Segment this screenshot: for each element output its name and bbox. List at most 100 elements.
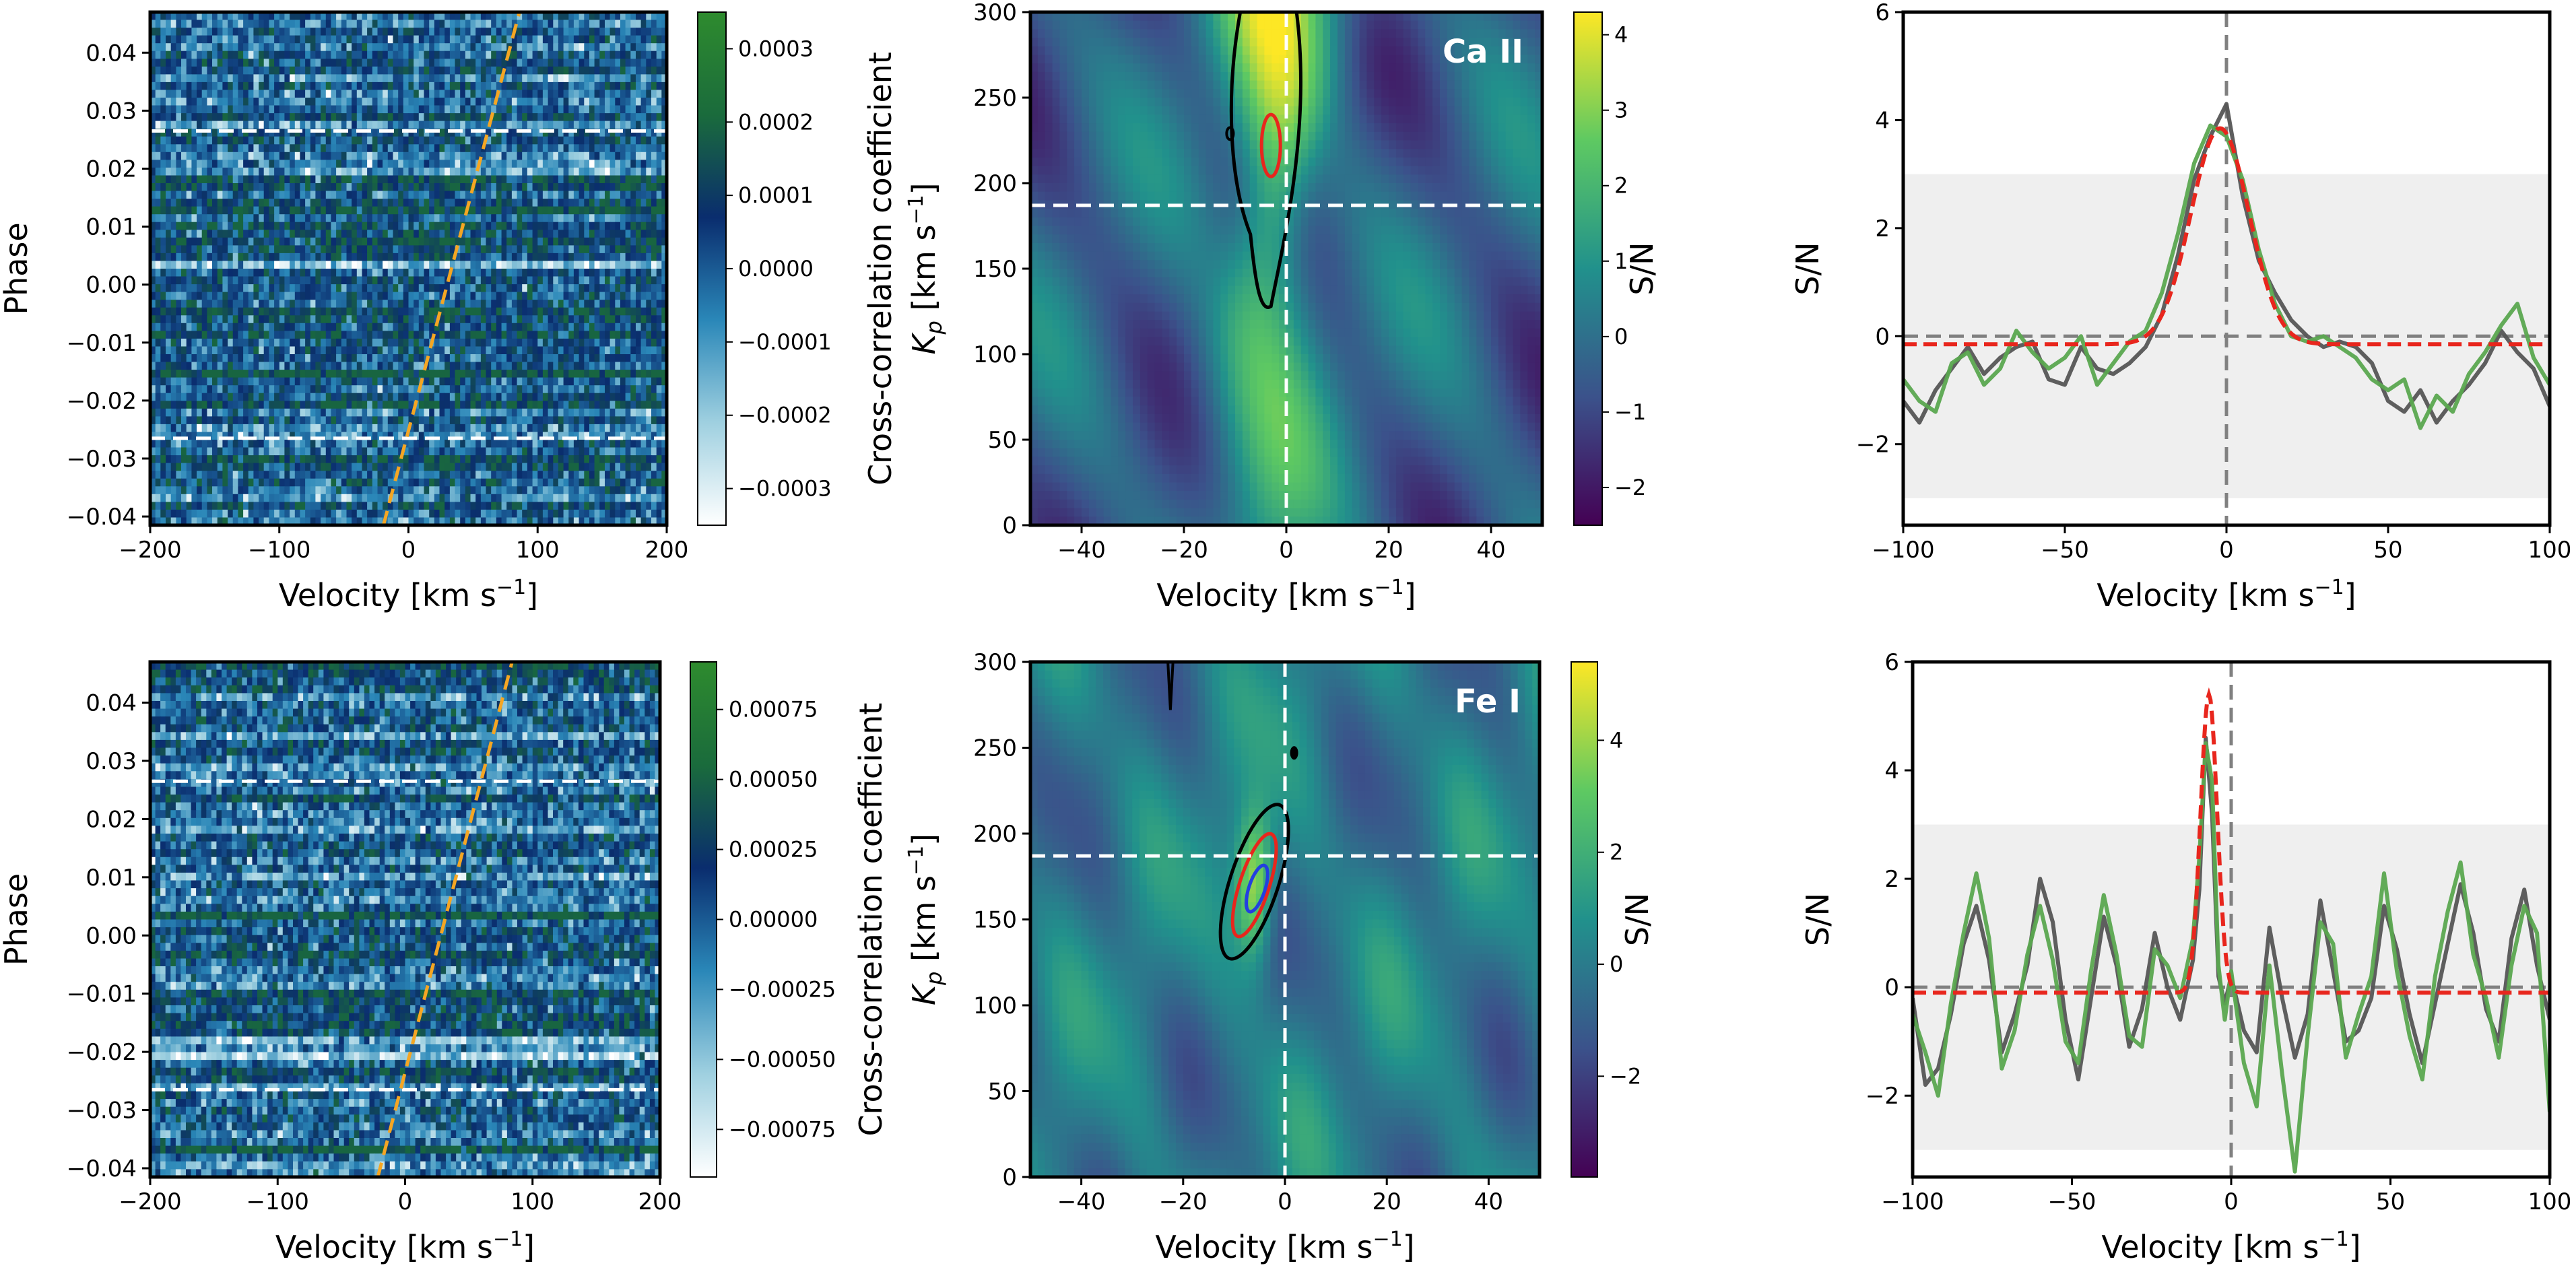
- ccf-cell: [594, 113, 600, 122]
- ccf-cell: [166, 261, 172, 269]
- ccf-cell: [284, 323, 290, 331]
- ccf-cell: [542, 20, 549, 28]
- ccf-cell: [274, 160, 280, 168]
- ccf-cell: [222, 105, 228, 114]
- ccf-cell: [201, 152, 207, 160]
- ccf-cell: [646, 152, 652, 160]
- ccf-cell: [532, 284, 538, 293]
- ccf-cell: [506, 338, 513, 347]
- ccf-cell: [232, 167, 238, 176]
- ccf-cell: [439, 121, 445, 129]
- ccf-cell: [408, 12, 414, 21]
- ccf-cell: [253, 269, 259, 277]
- ccf-cell: [387, 307, 394, 316]
- ccf-cell: [599, 113, 605, 122]
- ccf-cell: [356, 175, 363, 184]
- ccf-cell: [259, 43, 265, 52]
- ccf-cell: [243, 253, 249, 261]
- ccf-cell: [341, 237, 348, 246]
- ccf-cell: [568, 105, 574, 114]
- ccf-cell: [356, 144, 363, 153]
- ccf-cell: [424, 385, 430, 394]
- ccf-cell: [232, 90, 238, 98]
- ccf-cell: [238, 323, 244, 331]
- ccf-cell: [387, 269, 394, 277]
- ccf-cell: [661, 338, 667, 347]
- ccf-cell: [341, 59, 348, 67]
- ccf-cell: [372, 269, 378, 277]
- ccf-cell: [336, 276, 342, 285]
- ccf-cell: [568, 167, 574, 176]
- ccf-cell: [170, 214, 176, 223]
- ccf-cell: [434, 191, 440, 199]
- ccf-cell: [506, 331, 513, 339]
- ccf-cell: [166, 300, 172, 308]
- ccf-cell: [609, 175, 616, 184]
- ccf-cell: [279, 12, 286, 21]
- ccf-cell: [460, 315, 466, 324]
- ccf-cell: [336, 292, 342, 300]
- ccf-cell: [661, 346, 667, 355]
- ccf-cell: [620, 323, 626, 331]
- ccf-cell: [475, 222, 482, 230]
- ccf-cell: [377, 144, 383, 153]
- ccf-cell: [532, 237, 538, 246]
- ccf-cell: [160, 35, 166, 44]
- ccf-cell: [522, 300, 528, 308]
- ccf-cell: [496, 175, 502, 184]
- ccf-cell: [594, 370, 600, 378]
- ccf-cell: [207, 331, 213, 339]
- ccf-cell: [470, 323, 476, 331]
- ccf-cell: [408, 362, 414, 370]
- ccf-cell: [263, 199, 269, 207]
- ccf-cell: [532, 59, 538, 67]
- ccf-cell: [480, 167, 487, 176]
- ccf-cell: [207, 199, 213, 207]
- ccf-cell: [414, 113, 420, 122]
- ccf-cell: [491, 199, 497, 207]
- ccf-cell: [181, 191, 187, 199]
- ccf-cell: [362, 261, 368, 269]
- ccf-cell: [274, 393, 280, 401]
- ccf-cell: [155, 206, 161, 215]
- ccf-cell: [434, 113, 440, 122]
- ccf-cell: [589, 393, 595, 401]
- ccf-cell: [486, 261, 492, 269]
- ccf-cell: [367, 214, 373, 223]
- ccf-cell: [640, 66, 647, 75]
- ccf-cell: [279, 51, 286, 59]
- ccf-cell: [573, 28, 580, 36]
- ccf-cell: [661, 377, 667, 386]
- ccf-cell: [537, 338, 543, 347]
- ccf-cell: [548, 28, 554, 36]
- ccf-cell: [439, 90, 445, 98]
- ccf-cell: [279, 362, 286, 370]
- ccf-cell: [346, 393, 352, 401]
- ccf-cell: [661, 245, 667, 254]
- ccf-cell: [393, 144, 399, 153]
- ccf-cell: [620, 20, 626, 28]
- ccf-cell: [197, 261, 203, 269]
- ccf-cell: [377, 307, 383, 316]
- ccf-cell: [522, 136, 528, 145]
- ccf-cell: [279, 323, 286, 331]
- ccf-cell: [630, 175, 636, 184]
- ccf-cell: [403, 237, 409, 246]
- ccf-cell: [352, 261, 358, 269]
- ccf-cell: [160, 323, 166, 331]
- ccf-cell: [553, 338, 559, 347]
- ccf-cell: [418, 307, 425, 316]
- ccf-cell: [609, 245, 616, 254]
- ccf-cell: [232, 261, 238, 269]
- ccf-cell: [548, 331, 554, 339]
- ccf-cell: [362, 315, 368, 324]
- ccf-cell: [352, 167, 358, 176]
- ccf-cell: [393, 206, 399, 215]
- ccf-cell: [372, 385, 378, 394]
- ccf-cell: [362, 105, 368, 114]
- ccf-cell: [315, 152, 321, 160]
- ccf-cell: [321, 20, 327, 28]
- ccf-cell: [439, 222, 445, 230]
- ccf-cell: [387, 362, 394, 370]
- ccf-cell: [615, 98, 621, 106]
